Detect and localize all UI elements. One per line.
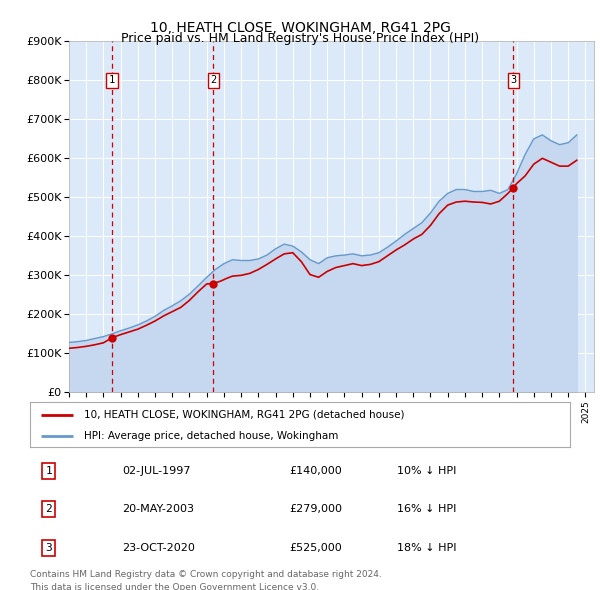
Text: 18% ↓ HPI: 18% ↓ HPI (397, 543, 457, 553)
Text: 3: 3 (510, 76, 517, 86)
Text: 23-OCT-2020: 23-OCT-2020 (122, 543, 194, 553)
Text: 1: 1 (46, 466, 52, 476)
Text: 02-JUL-1997: 02-JUL-1997 (122, 466, 190, 476)
Text: Contains HM Land Registry data © Crown copyright and database right 2024.: Contains HM Land Registry data © Crown c… (30, 570, 382, 579)
Text: 3: 3 (46, 543, 52, 553)
Text: HPI: Average price, detached house, Wokingham: HPI: Average price, detached house, Woki… (84, 431, 338, 441)
Text: £140,000: £140,000 (289, 466, 342, 476)
Text: 2: 2 (46, 504, 52, 514)
Text: 16% ↓ HPI: 16% ↓ HPI (397, 504, 457, 514)
Text: 10, HEATH CLOSE, WOKINGHAM, RG41 2PG: 10, HEATH CLOSE, WOKINGHAM, RG41 2PG (149, 21, 451, 35)
Text: 20-MAY-2003: 20-MAY-2003 (122, 504, 194, 514)
Text: Price paid vs. HM Land Registry's House Price Index (HPI): Price paid vs. HM Land Registry's House … (121, 32, 479, 45)
Text: This data is licensed under the Open Government Licence v3.0.: This data is licensed under the Open Gov… (30, 583, 319, 590)
Text: 2: 2 (210, 76, 217, 86)
Text: £279,000: £279,000 (289, 504, 342, 514)
Text: 1: 1 (109, 76, 115, 86)
Text: 10, HEATH CLOSE, WOKINGHAM, RG41 2PG (detached house): 10, HEATH CLOSE, WOKINGHAM, RG41 2PG (de… (84, 410, 404, 419)
Text: £525,000: £525,000 (289, 543, 342, 553)
Text: 10% ↓ HPI: 10% ↓ HPI (397, 466, 457, 476)
